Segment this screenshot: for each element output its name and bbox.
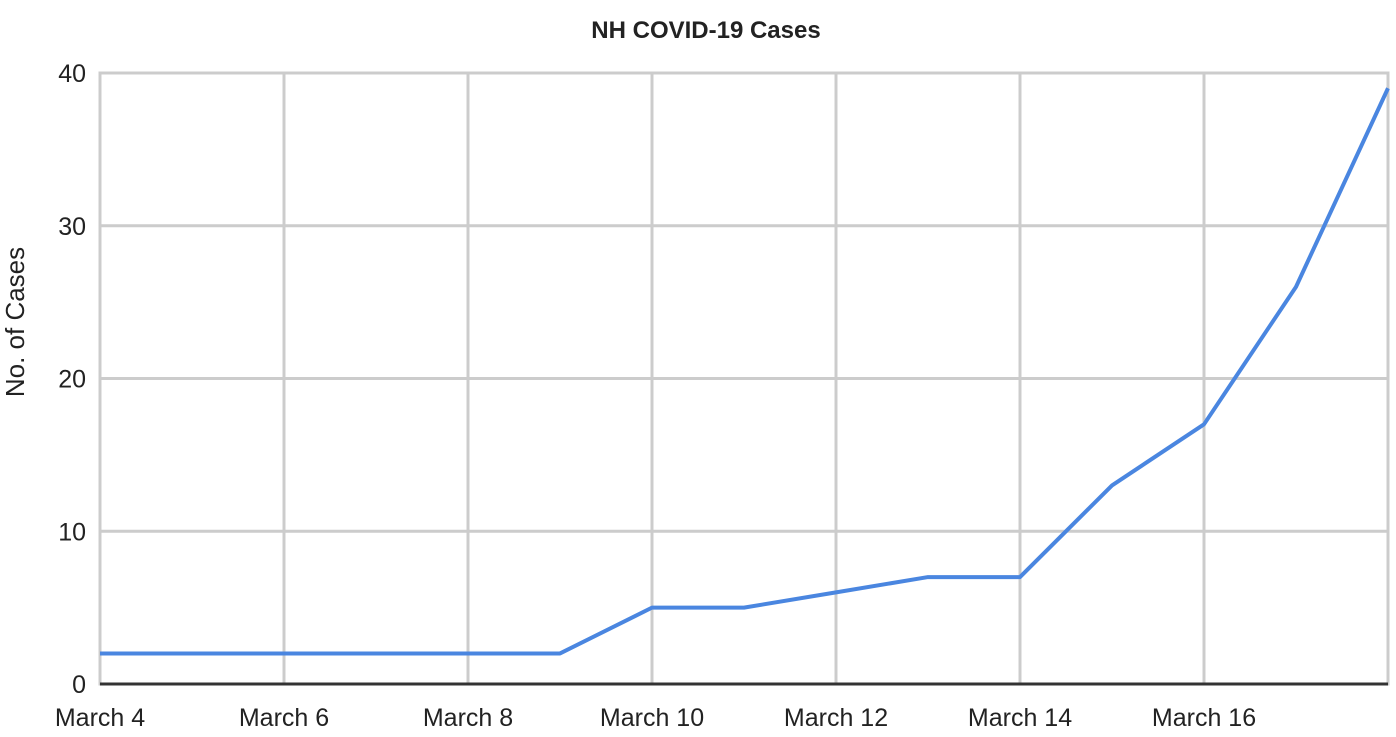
x-tick-label: March 12	[784, 704, 888, 732]
x-tick-label: March 16	[1152, 704, 1256, 732]
y-axis-label: No. of Cases	[0, 247, 30, 397]
y-tick-label: 10	[58, 518, 86, 546]
y-tick-label: 30	[58, 213, 86, 241]
x-tick-label: March 6	[239, 704, 329, 732]
y-tick-label: 0	[72, 671, 86, 699]
y-tick-label: 20	[58, 366, 86, 394]
x-tick-label: March 8	[423, 704, 513, 732]
data-line	[100, 87, 1390, 656]
y-tick-label: 40	[58, 60, 86, 88]
x-tick-label: March 14	[968, 704, 1072, 732]
x-tick-label: March 4	[55, 704, 145, 732]
chart-title: NH COVID-19 Cases	[591, 17, 820, 44]
x-tick-label: March 10	[600, 704, 704, 732]
